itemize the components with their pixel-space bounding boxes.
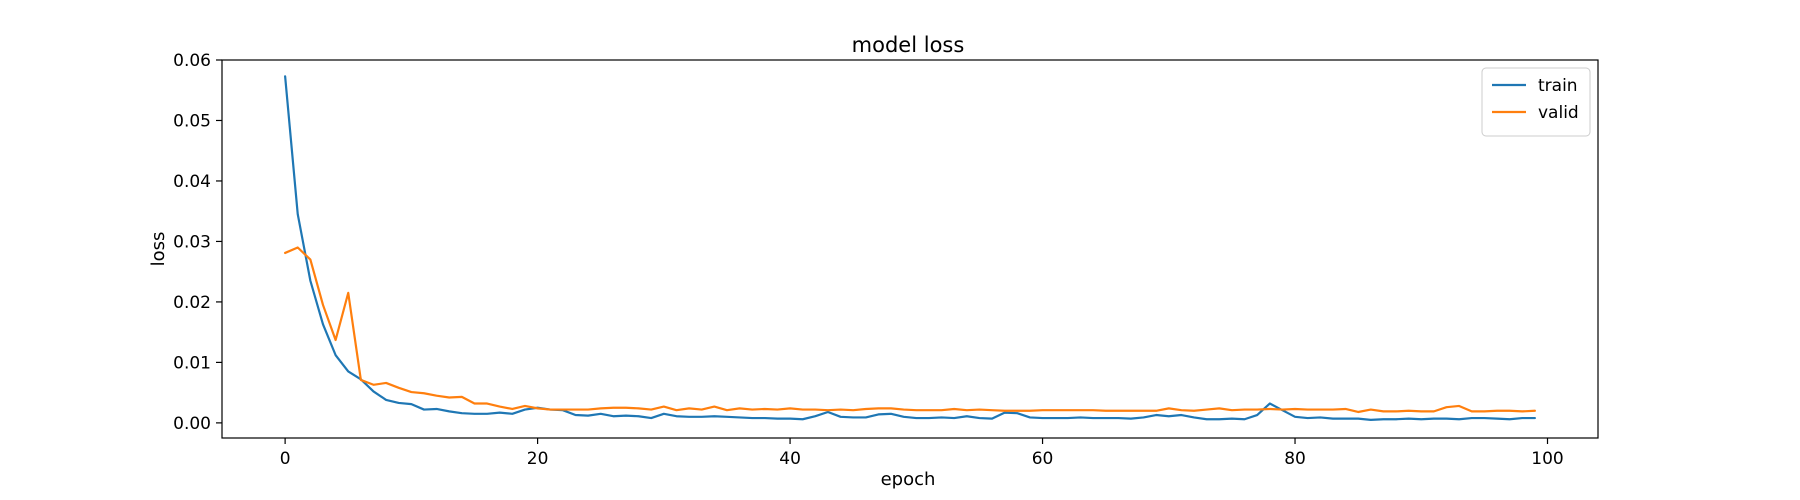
series-line-valid [284,246,1536,414]
chart-title: model loss [852,33,965,57]
y-axis: 0.00 0.01 0.02 0.03 0.04 0.05 0.06 [173,51,222,434]
y-tick-label: 0.05 [173,111,211,131]
plot-frame [221,59,1599,439]
x-tick-label: 100 [1531,449,1563,469]
x-axis-label: epoch [881,469,936,490]
y-tick-label: 0.03 [173,232,211,252]
legend: train valid [1481,67,1591,137]
x-tick-label: 0 [280,449,291,469]
x-tick-label: 60 [1032,449,1054,469]
plot-area [284,75,1536,421]
x-axis: 0 20 40 60 80 100 [280,438,1564,469]
x-tick-label: 40 [779,449,801,469]
legend-label-train: train [1538,76,1578,96]
x-tick-label: 80 [1284,449,1306,469]
y-tick-label: 0.00 [173,414,211,434]
y-axis-label: loss [148,232,169,267]
y-tick-label: 0.01 [173,353,211,373]
x-tick-label: 20 [527,449,549,469]
y-tick-label: 0.02 [173,293,211,313]
y-tick-label: 0.04 [173,172,211,192]
series-line-train [284,75,1536,421]
legend-label-valid: valid [1538,103,1579,123]
y-tick-label: 0.06 [173,51,211,71]
